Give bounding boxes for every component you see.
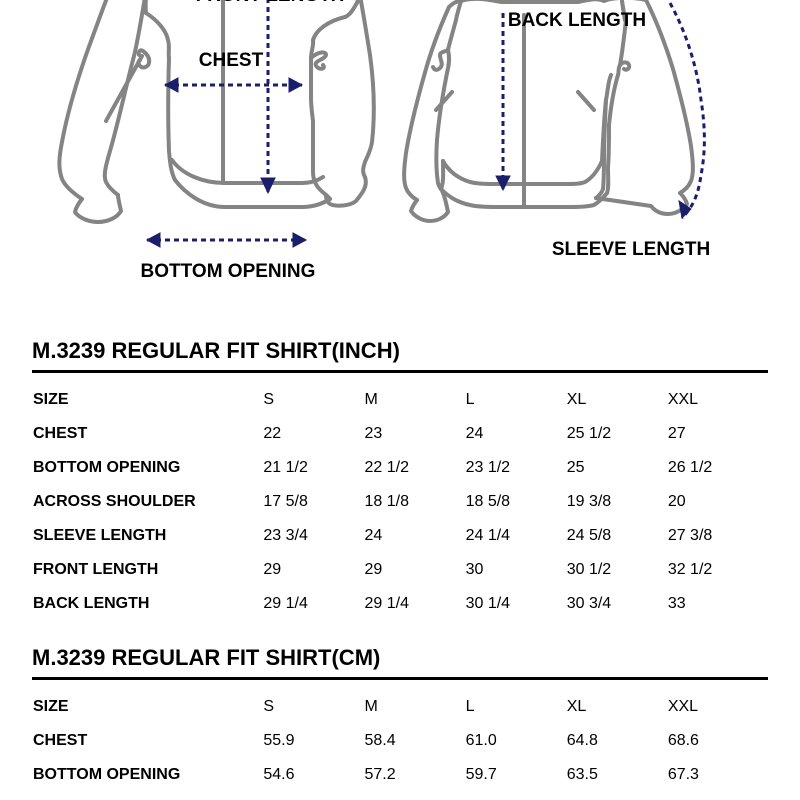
- svg-text:FRONT LENGTH: FRONT LENGTH: [196, 0, 345, 6]
- svg-text:SLEEVE LENGTH: SLEEVE LENGTH: [552, 239, 710, 260]
- svg-text:CHEST: CHEST: [199, 50, 264, 71]
- svg-text:BACK LENGTH: BACK LENGTH: [508, 10, 646, 31]
- svg-text:BOTTOM OPENING: BOTTOM OPENING: [141, 261, 316, 282]
